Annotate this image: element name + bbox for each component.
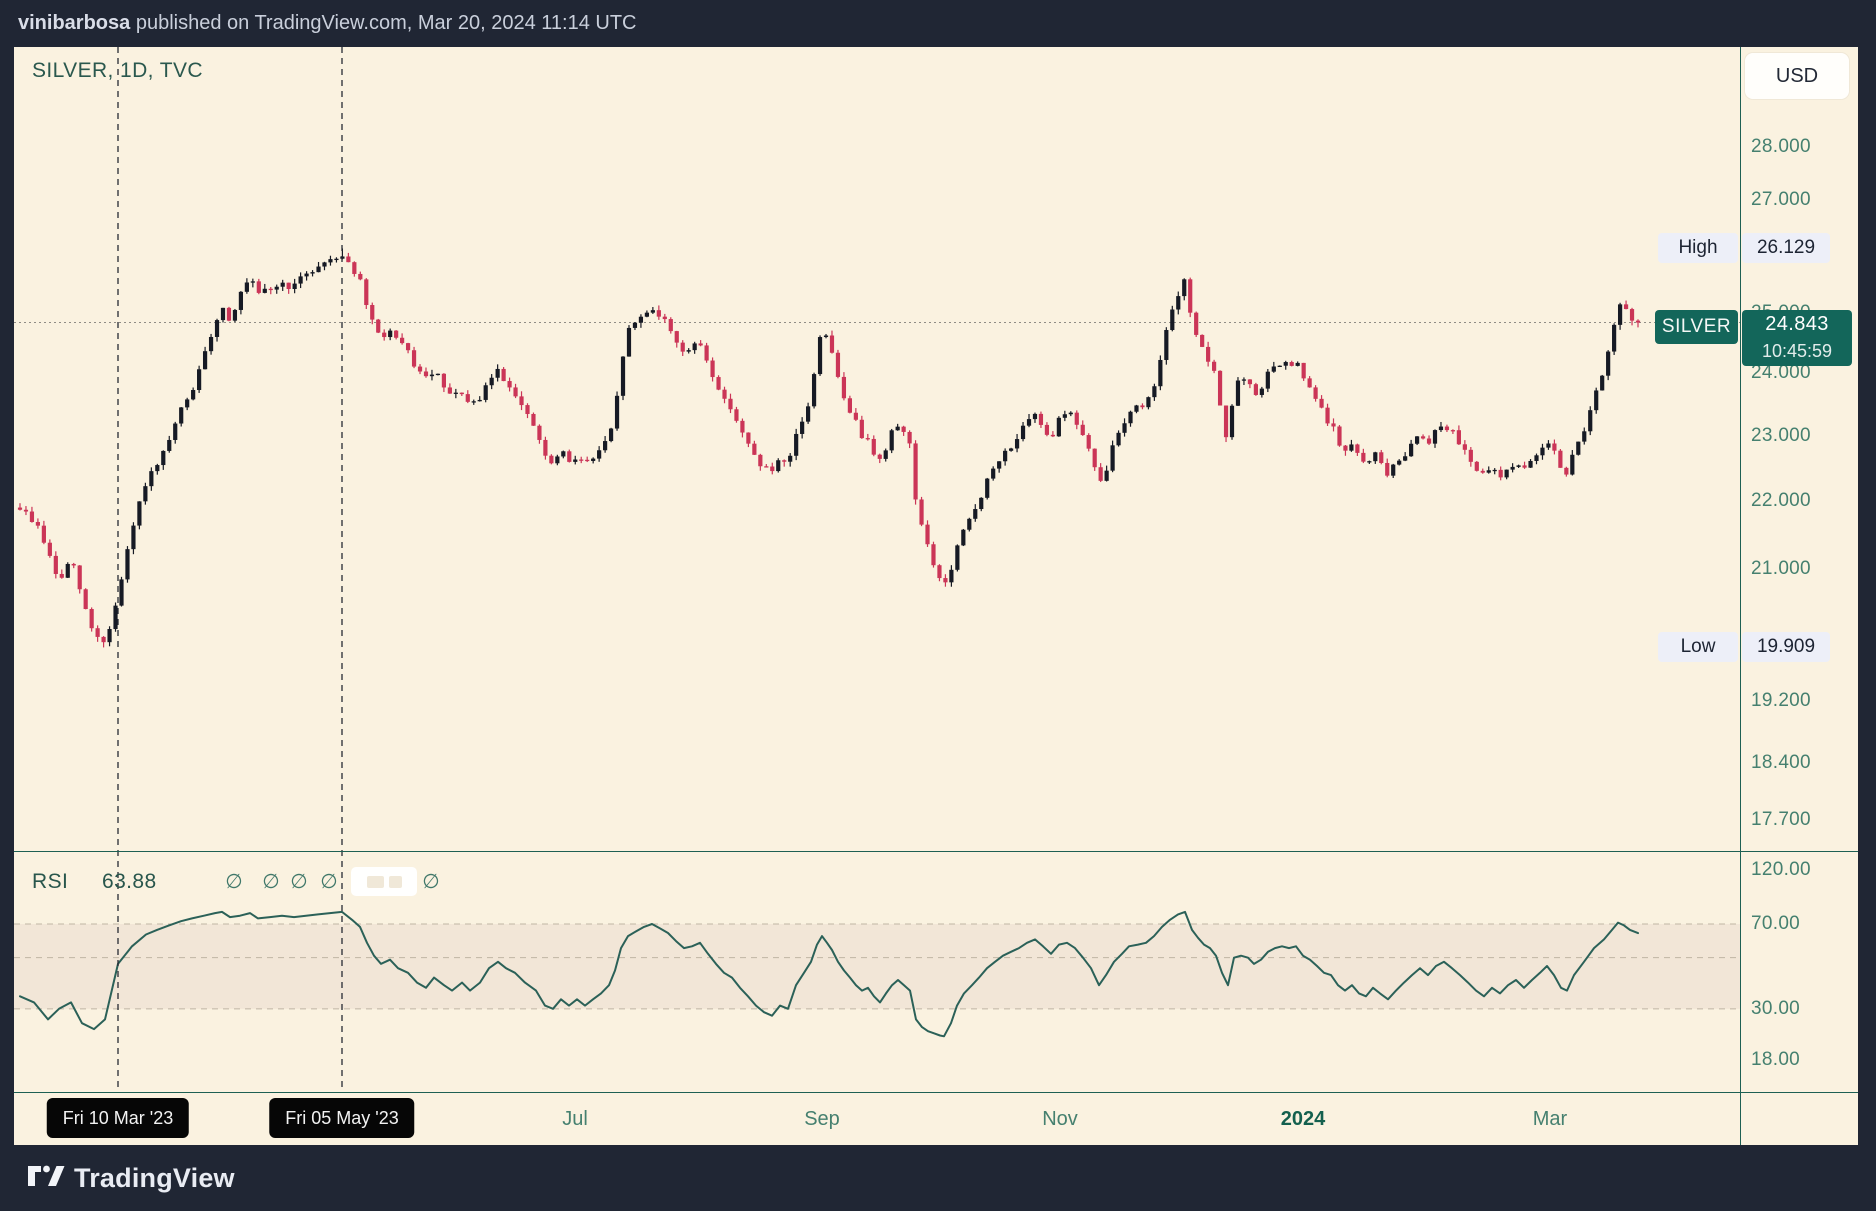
price-chart-canvas[interactable] — [14, 47, 1740, 1093]
time-axis-label: Nov — [1042, 1108, 1078, 1130]
time-axis[interactable]: Jul Sep Nov 2024 Mar Fri 10 Mar '23 Fri 05 May… — [14, 1093, 1858, 1145]
rsi-current-value: 63.88 — [102, 870, 157, 893]
price-tick-label: 21.000 — [1751, 558, 1811, 580]
time-axis-border — [14, 1092, 1858, 1093]
price-tick-label: 19.200 — [1751, 689, 1811, 711]
rsi-tick-label: 120.00 — [1751, 859, 1811, 880]
low-marker-value: 19.909 — [1742, 632, 1830, 663]
time-axis-label: Jul — [562, 1108, 588, 1130]
footer: TradingView — [0, 1145, 1876, 1211]
rsi-tick-label: 30.00 — [1751, 997, 1801, 1019]
rsi-header: RSI 63.88 ∅ ∅ ∅ ∅ ∅ — [14, 867, 1740, 896]
time-axis-label: Mar — [1532, 1108, 1568, 1130]
hidden-values-pill — [351, 867, 417, 896]
rsi-band — [14, 923, 1740, 1009]
rsi-tick-label: 70.00 — [1751, 912, 1801, 934]
price-tick-label: 23.000 — [1751, 424, 1811, 446]
publish-banner: vinibarbosa published on TradingView.com… — [0, 0, 1876, 47]
hidden-input-icon: ∅ — [262, 871, 280, 893]
price-tick-label: 27.000 — [1751, 189, 1811, 211]
price-tick-label: 17.700 — [1751, 809, 1811, 830]
last-price-symbol-pill: SILVER — [1655, 309, 1738, 344]
price-axis-border[interactable] — [1740, 47, 1741, 1145]
tradingview-brand[interactable]: TradingView — [74, 1163, 235, 1193]
last-price-value: 24.843 — [1765, 312, 1829, 335]
hidden-input-icon: ∅ — [320, 871, 338, 893]
rsi-tick-label: 18.00 — [1751, 1049, 1801, 1070]
tradingview-logo-icon[interactable] — [26, 1162, 66, 1190]
last-price-badge: 24.843 10:45:59 — [1742, 309, 1852, 366]
price-tick-label: 24.000 — [1751, 362, 1811, 384]
pane-separator[interactable] — [14, 851, 1858, 852]
time-axis-label: Sep — [804, 1108, 840, 1130]
high-marker-value: 26.129 — [1742, 233, 1830, 264]
rsi-indicator-label: RSI — [32, 870, 69, 893]
event-date-badge: Fri 10 Mar '23 — [46, 1098, 190, 1138]
time-axis-label: 2024 — [1280, 1108, 1326, 1130]
hidden-input-icon: ∅ — [290, 871, 308, 893]
currency-button[interactable]: USD — [1745, 53, 1849, 99]
symbol-title: SILVER, 1D, TVC — [32, 59, 203, 82]
hidden-input-icon: ∅ — [225, 871, 243, 893]
chart-area[interactable]: SILVER, 1D, TVC USD 28.00027.00025.00024… — [14, 47, 1858, 1145]
hidden-input-icon: ∅ — [422, 871, 440, 893]
price-tick-label: 22.000 — [1751, 489, 1811, 511]
high-marker-label: High — [1658, 233, 1738, 264]
candlestick-series — [17, 248, 1641, 648]
event-date-badge: Fri 05 May '23 — [269, 1098, 415, 1138]
publish-info: published on TradingView.com, Mar 20, 20… — [130, 12, 637, 34]
price-tick-label: 18.400 — [1751, 752, 1811, 774]
price-tick-label: 28.000 — [1751, 136, 1811, 157]
low-marker-label: Low — [1658, 632, 1738, 663]
rsi-line — [19, 910, 1639, 1038]
bar-countdown: 10:45:59 — [1761, 340, 1833, 361]
publisher-username: vinibarbosa — [18, 12, 131, 34]
